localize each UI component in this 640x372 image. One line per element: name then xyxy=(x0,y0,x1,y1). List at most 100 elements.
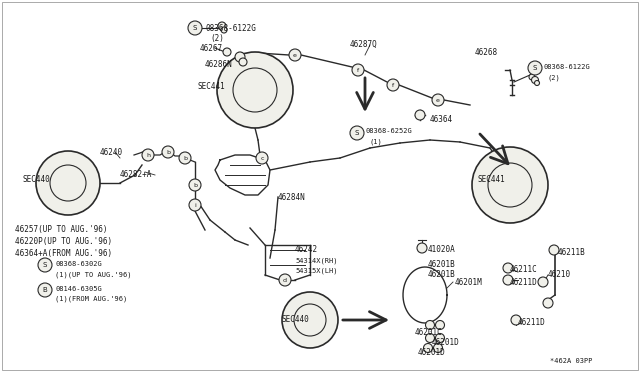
Text: 41020A: 41020A xyxy=(428,245,456,254)
Text: 46201D: 46201D xyxy=(418,348,445,357)
Text: 46211C: 46211C xyxy=(510,265,538,274)
Text: 08368-6122G: 08368-6122G xyxy=(205,24,256,33)
Circle shape xyxy=(162,146,174,158)
Circle shape xyxy=(503,275,513,285)
Circle shape xyxy=(221,27,227,33)
Text: 46211D: 46211D xyxy=(518,318,546,327)
Circle shape xyxy=(426,321,435,330)
Text: 46220P(UP TO AUG.'96): 46220P(UP TO AUG.'96) xyxy=(15,237,112,246)
Circle shape xyxy=(279,274,291,286)
Text: 46201D: 46201D xyxy=(432,338,460,347)
Circle shape xyxy=(218,22,226,30)
Text: S: S xyxy=(533,65,537,71)
Circle shape xyxy=(235,52,245,62)
Text: 46240: 46240 xyxy=(100,148,123,157)
Circle shape xyxy=(38,283,52,297)
Text: (1): (1) xyxy=(370,138,383,144)
Text: S: S xyxy=(43,262,47,268)
Circle shape xyxy=(188,21,202,35)
Circle shape xyxy=(528,61,542,75)
Text: 46364+A(FROM AUG.'96): 46364+A(FROM AUG.'96) xyxy=(15,249,112,258)
Text: *462A 03PP: *462A 03PP xyxy=(550,358,593,364)
Circle shape xyxy=(511,315,521,325)
Text: 46284N: 46284N xyxy=(278,193,306,202)
Text: d: d xyxy=(283,278,287,282)
Circle shape xyxy=(294,304,326,336)
Text: 46201C: 46201C xyxy=(415,328,443,337)
Circle shape xyxy=(435,321,445,330)
Circle shape xyxy=(543,298,553,308)
Circle shape xyxy=(529,74,535,80)
Circle shape xyxy=(426,334,435,343)
Text: f: f xyxy=(392,83,394,87)
Text: 08368-6252G: 08368-6252G xyxy=(366,128,413,134)
Circle shape xyxy=(534,80,540,86)
Circle shape xyxy=(217,52,293,128)
Circle shape xyxy=(223,48,231,56)
Circle shape xyxy=(503,263,513,273)
Circle shape xyxy=(36,151,100,215)
Text: 46364: 46364 xyxy=(430,115,453,124)
Text: 46267: 46267 xyxy=(200,44,223,53)
Text: f: f xyxy=(357,67,359,73)
Circle shape xyxy=(142,149,154,161)
Text: 46201B: 46201B xyxy=(428,270,456,279)
Text: 46257(UP TO AUG.'96): 46257(UP TO AUG.'96) xyxy=(15,225,108,234)
Text: 46287Q: 46287Q xyxy=(350,40,378,49)
Circle shape xyxy=(387,79,399,91)
Text: i: i xyxy=(194,202,196,208)
Text: SEC440: SEC440 xyxy=(22,175,50,184)
Text: 46242: 46242 xyxy=(295,245,318,254)
Circle shape xyxy=(289,49,301,61)
Text: 08368-6302G: 08368-6302G xyxy=(55,261,102,267)
Text: (2): (2) xyxy=(548,74,561,80)
Circle shape xyxy=(256,152,268,164)
Text: 08368-6122G: 08368-6122G xyxy=(544,64,591,70)
Circle shape xyxy=(424,343,433,353)
Circle shape xyxy=(432,94,444,106)
Circle shape xyxy=(233,68,277,112)
Text: 46282+A: 46282+A xyxy=(120,170,152,179)
Circle shape xyxy=(538,277,548,287)
Circle shape xyxy=(417,243,427,253)
Circle shape xyxy=(415,110,425,120)
Text: 46201B: 46201B xyxy=(428,260,456,269)
Text: h: h xyxy=(146,153,150,157)
Text: (1)(UP TO AUG.'96): (1)(UP TO AUG.'96) xyxy=(55,271,131,278)
Text: e: e xyxy=(293,52,297,58)
Circle shape xyxy=(38,258,52,272)
Text: SEC441: SEC441 xyxy=(478,175,506,184)
Text: b: b xyxy=(166,150,170,154)
Circle shape xyxy=(488,163,532,207)
Text: c: c xyxy=(260,155,264,160)
Text: 46211B: 46211B xyxy=(558,248,586,257)
Text: 46201M: 46201M xyxy=(455,278,483,287)
Circle shape xyxy=(282,292,338,348)
Circle shape xyxy=(352,64,364,76)
Text: 54315X(LH): 54315X(LH) xyxy=(295,267,337,273)
Text: 46211D: 46211D xyxy=(510,278,538,287)
Text: b: b xyxy=(183,155,187,160)
Text: 46210: 46210 xyxy=(548,270,571,279)
Circle shape xyxy=(472,147,548,223)
Text: 08146-6305G: 08146-6305G xyxy=(55,286,102,292)
Text: SEC441: SEC441 xyxy=(198,82,226,91)
Circle shape xyxy=(189,179,201,191)
Text: e: e xyxy=(436,97,440,103)
Text: S: S xyxy=(355,130,359,136)
Text: B: B xyxy=(43,287,47,293)
Text: SEC440: SEC440 xyxy=(282,315,310,324)
Circle shape xyxy=(435,334,445,343)
Text: S: S xyxy=(193,25,197,31)
Circle shape xyxy=(50,165,86,201)
Text: b: b xyxy=(193,183,197,187)
Text: 46268: 46268 xyxy=(475,48,498,57)
Circle shape xyxy=(179,152,191,164)
Text: (1)(FROM AUG.'96): (1)(FROM AUG.'96) xyxy=(55,296,127,302)
Text: 46286N: 46286N xyxy=(205,60,233,69)
Text: 54314X(RH): 54314X(RH) xyxy=(295,258,337,264)
Circle shape xyxy=(433,343,442,353)
Circle shape xyxy=(549,245,559,255)
Circle shape xyxy=(531,77,538,83)
Circle shape xyxy=(239,58,247,66)
